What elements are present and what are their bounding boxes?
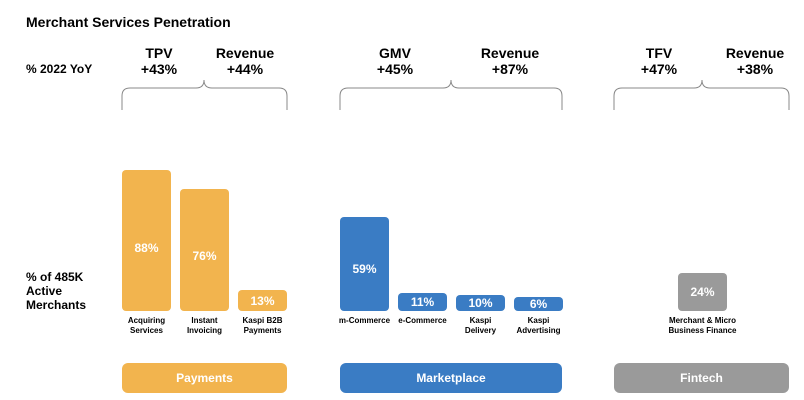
category-label: Kaspi Advertising <box>501 316 577 336</box>
metric-value: +47% <box>640 61 678 77</box>
metric-payments-1: TPV +43% <box>114 45 204 77</box>
category-label: m-Commerce <box>327 316 403 326</box>
bar-2 <box>180 189 229 311</box>
metric-marketplace-1: GMV +45% <box>350 45 440 77</box>
metric-name: TFV <box>645 45 673 61</box>
bar-7 <box>514 297 563 311</box>
metric-value: +38% <box>736 61 774 77</box>
metric-name: Revenue <box>725 45 785 61</box>
bar-value-label: 24% <box>690 284 715 299</box>
active-merchants-label: % of 485K Active Merchants <box>26 270 86 312</box>
category-label-line: Instant <box>191 316 218 325</box>
bar-5 <box>398 293 447 311</box>
fintech-bracket <box>613 79 790 110</box>
active-merchants-line-2: Active <box>26 284 63 298</box>
category-label-line: Invoicing <box>186 326 223 335</box>
marketplace-bracket <box>339 79 563 110</box>
bar-value-label: 76% <box>192 249 217 264</box>
category-label-line: Kaspi <box>527 316 550 325</box>
metric-value: +87% <box>491 61 529 77</box>
category-label-line: Business Finance <box>668 326 737 335</box>
metric-value: +43% <box>140 61 178 77</box>
category-label-line: Merchant & Micro <box>668 316 737 325</box>
yoy-row-label: % 2022 YoY <box>26 62 93 76</box>
bar-8 <box>678 272 727 311</box>
bar-value-label: 13% <box>250 293 275 308</box>
bar-value-label: 11% <box>410 295 435 310</box>
metric-name: TPV <box>145 45 173 61</box>
metric-name: Revenue <box>480 45 540 61</box>
payments-bracket <box>121 79 288 110</box>
metric-value: +45% <box>376 61 414 77</box>
category-label-line: Payments <box>243 326 282 335</box>
metric-value: +44% <box>226 61 264 77</box>
category-label: e-Commerce <box>385 316 461 326</box>
category-label-line: Kaspi B2B <box>242 316 283 325</box>
metric-fintech-1: TFV +47% <box>614 45 704 77</box>
category-label-line: e-Commerce <box>398 316 447 325</box>
category-label: Kaspi B2B Payments <box>225 316 301 336</box>
active-merchants-line-3: Merchants <box>26 298 87 312</box>
segment-payments: Payments <box>122 363 287 393</box>
bar-3 <box>238 290 287 311</box>
metric-fintech-2: Revenue +38% <box>710 45 800 77</box>
category-label: Merchant & Micro Business Finance <box>665 316 741 336</box>
category-label: Acquiring Services <box>109 316 185 336</box>
category-label-line: Kaspi <box>469 316 492 325</box>
segment-marketplace: Marketplace <box>340 363 562 393</box>
category-label-line: m-Commerce <box>338 316 391 325</box>
segment-fintech: Fintech <box>614 363 789 393</box>
bar-1 <box>122 170 171 311</box>
bar-value-label: 88% <box>134 240 159 255</box>
metric-payments-2: Revenue +44% <box>200 45 290 77</box>
category-label-line: Advertising <box>516 326 561 335</box>
category-label: Instant Invoicing <box>167 316 243 336</box>
metric-name: GMV <box>379 45 411 61</box>
category-label-line: Acquiring <box>127 316 166 325</box>
bar-value-label: 6% <box>529 297 548 311</box>
category-label: Kaspi Delivery <box>443 316 519 336</box>
metric-name: Revenue <box>215 45 275 61</box>
bar-value-label: 10% <box>468 296 493 310</box>
bar-6 <box>456 295 505 311</box>
bar-value-label: 59% <box>352 261 377 276</box>
category-label-line: Delivery <box>464 326 497 335</box>
chart-title: Merchant Services Penetration <box>26 14 231 30</box>
bar-4 <box>340 216 389 311</box>
category-label-line: Services <box>130 326 163 335</box>
active-merchants-line-1: % of 485K <box>26 270 84 284</box>
metric-marketplace-2: Revenue +87% <box>465 45 555 77</box>
